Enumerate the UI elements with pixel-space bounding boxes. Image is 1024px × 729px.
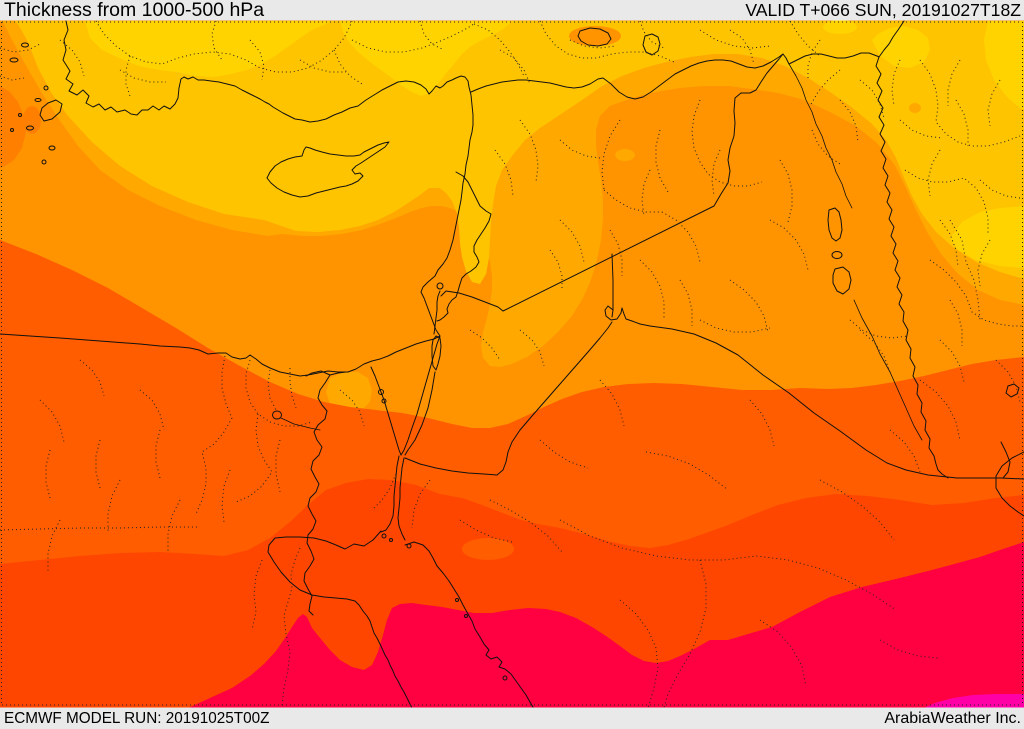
svg-text:VALID T+066 SUN, 20191027T18Z: VALID T+066 SUN, 20191027T18Z bbox=[745, 0, 1021, 20]
svg-text:ArabiaWeather Inc.: ArabiaWeather Inc. bbox=[884, 710, 1021, 727]
svg-text:ECMWF MODEL RUN: 20191025T00Z: ECMWF MODEL RUN: 20191025T00Z bbox=[4, 710, 270, 727]
svg-text:Thickness from 1000-500 hPa: Thickness from 1000-500 hPa bbox=[4, 0, 264, 21]
